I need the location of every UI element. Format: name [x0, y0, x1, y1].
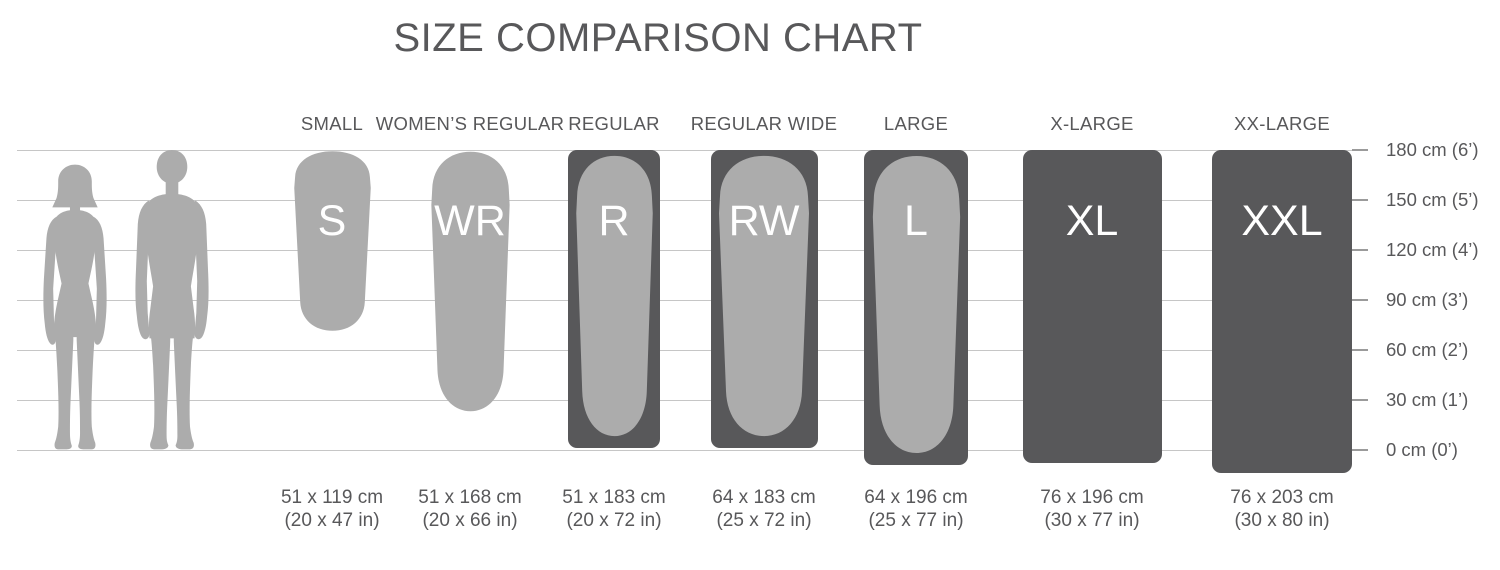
gridline-150cm: [17, 200, 1368, 201]
pad-code-label-r: R: [598, 197, 630, 245]
man-leg-right: [173, 333, 194, 450]
dimension-imperial-l: (25 x 77 in): [868, 509, 964, 531]
dimension-metric-l: 64 x 196 cm: [864, 487, 968, 508]
woman-torso: [53, 209, 97, 338]
man-silhouette: [135, 150, 209, 450]
axis-tick-150cm: [1352, 199, 1368, 201]
axis-label-150cm: 150 cm (5’): [1386, 189, 1479, 210]
size-dimensions-r: 51 x 183 cm (20 x 72 in): [494, 487, 734, 532]
axis-tick-120cm: [1352, 249, 1368, 251]
dimension-metric-xl: 76 x 196 cm: [1040, 487, 1144, 508]
pad-r: R: [568, 150, 660, 448]
gridline-120cm: [17, 250, 1368, 251]
pad-code-label-l: L: [904, 197, 928, 245]
size-header-wr: WOMEN’S REGULAR: [375, 113, 565, 134]
woman-hair: [52, 164, 98, 208]
pad-wr: WR: [427, 150, 514, 413]
rect-pad-shape-xl: [1022, 150, 1162, 463]
mummy-pad-shape-l: [872, 156, 960, 453]
size-dimensions-xxl: 76 x 203 cm (30 x 80 in): [1162, 487, 1402, 532]
man-neck: [165, 178, 179, 198]
pad-rw: RW: [710, 150, 818, 448]
size-dimensions-wr: 51 x 168 cm (20 x 66 in): [350, 487, 590, 532]
woman-leg-left: [54, 332, 74, 450]
axis-tick-180cm: [1352, 149, 1368, 151]
mummy-pad-shape-rw: [719, 155, 809, 437]
woman-arm-left: [43, 216, 58, 345]
pad-code-label-xl: XL: [1065, 197, 1119, 245]
gridline-0cm: [17, 450, 1368, 451]
axis-label-30cm: 30 cm (1’): [1386, 389, 1469, 410]
size-header-l: LARGE: [883, 113, 949, 134]
size-dimensions-xl: 76 x 196 cm (30 x 77 in): [972, 487, 1212, 532]
pad-code-label-s: S: [317, 197, 347, 245]
gridline-180cm: [17, 150, 1368, 151]
woman-arm-right: [92, 216, 107, 345]
size-dimensions-l: 64 x 196 cm (25 x 77 in): [796, 487, 1036, 532]
axis-label-0cm: 0 cm (0’): [1386, 439, 1458, 460]
dimension-metric-s: 51 x 119 cm: [280, 487, 384, 508]
man-torso: [145, 193, 199, 339]
pad-l: L: [864, 150, 968, 465]
pad-code-label-xxl: XXL: [1241, 197, 1323, 245]
size-header-xxl: XX-LARGE: [1234, 113, 1330, 134]
gridline-60cm: [17, 350, 1368, 351]
mummy-pad-shape-s: [293, 151, 371, 331]
dimension-metric-wr: 51 x 168 cm: [418, 487, 522, 508]
pad-code-label-rw: RW: [728, 197, 800, 245]
size-header-rw: REGULAR WIDE: [690, 113, 838, 134]
pad-xl: XL: [1022, 150, 1162, 463]
man-arm-left: [135, 200, 151, 340]
gridline-30cm: [17, 400, 1368, 401]
dimension-imperial-r: (20 x 72 in): [566, 509, 662, 531]
dimension-imperial-wr: (20 x 66 in): [422, 509, 518, 531]
size-dimensions-s: 51 x 119 cm (20 x 47 in): [212, 487, 452, 532]
dimension-imperial-xl: (30 x 77 in): [1044, 509, 1140, 531]
man-head: [156, 150, 188, 184]
dimension-imperial-xxl: (30 x 80 in): [1234, 509, 1330, 531]
mummy-pad-shape-wr: [430, 151, 510, 412]
axis-label-60cm: 60 cm (2’): [1386, 339, 1469, 360]
pad-code-label-wr: WR: [434, 197, 506, 245]
axis-tick-30cm: [1352, 399, 1368, 401]
axis-tick-60cm: [1352, 349, 1368, 351]
man-leg-left: [150, 333, 171, 450]
axis-label-120cm: 120 cm (4’): [1386, 239, 1479, 260]
axis-tick-90cm: [1352, 299, 1368, 301]
dimension-imperial-s: (20 x 47 in): [284, 509, 380, 531]
woman-leg-right: [76, 332, 96, 450]
pad-s: S: [290, 150, 375, 332]
size-header-s: SMALL: [300, 113, 364, 134]
axis-label-180cm: 180 cm (6’): [1386, 139, 1479, 160]
size-header-xl: X-LARGE: [1050, 113, 1134, 134]
size-dimensions-rw: 64 x 183 cm (25 x 72 in): [644, 487, 884, 532]
rect-pad-shape-xxl: [1212, 150, 1352, 473]
dimension-metric-r: 51 x 183 cm: [562, 487, 666, 508]
woman-neck: [69, 199, 81, 214]
dimension-imperial-rw: (25 x 72 in): [716, 509, 812, 531]
page-title: SIZE COMPARISON CHART: [393, 16, 923, 60]
size-header-r: REGULAR: [568, 113, 660, 134]
axis-tick-0cm: [1352, 449, 1368, 451]
man-arm-right: [193, 200, 209, 340]
dimension-metric-rw: 64 x 183 cm: [712, 487, 816, 508]
mummy-pad-shape-r: [575, 155, 653, 437]
dimension-metric-xxl: 76 x 203 cm: [1230, 487, 1334, 508]
axis-label-90cm: 90 cm (3’): [1386, 289, 1469, 310]
pad-xxl: XXL: [1212, 150, 1352, 473]
woman-silhouette: [43, 164, 107, 450]
gridline-90cm: [17, 300, 1368, 301]
